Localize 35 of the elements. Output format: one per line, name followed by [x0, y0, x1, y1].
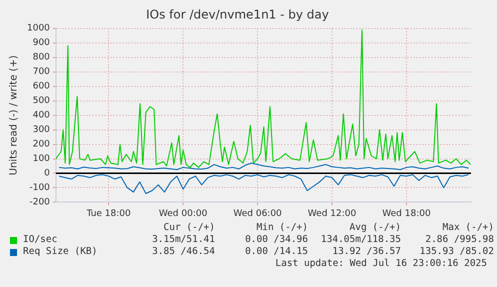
y-tick-label: -100: [29, 183, 50, 194]
y-tick-label: 0: [44, 168, 50, 179]
text: 3.85 /46.54: [151, 246, 215, 258]
text: 134.05m/118.35: [320, 234, 401, 246]
x-tick-label: Wed 00:00: [158, 208, 208, 219]
y-tick-label: 400: [32, 110, 50, 121]
text: Cur (-/+): [162, 222, 215, 234]
text: 2.86 /995.98: [424, 234, 494, 246]
x-tick-label: Tue 18:00: [86, 208, 131, 219]
text: Min (-/+): [256, 222, 308, 234]
text: 13.92 /36.57: [331, 246, 401, 258]
y-tick-label: 500: [32, 96, 50, 106]
text: 0.00 /14.15: [244, 246, 308, 258]
chart-title: IOs for /dev/nvme1n1 - by day: [146, 7, 329, 22]
y-tick-label: 700: [32, 67, 50, 78]
y-tick-label: 200: [32, 140, 50, 150]
text: Avg (-/+): [348, 222, 401, 234]
text: 3.15m/51.41: [151, 234, 215, 246]
y-tick-label: 100: [32, 154, 50, 164]
y-tick-label: -200: [29, 198, 50, 208]
text: 135.93 /85.02: [418, 246, 494, 258]
text: Max (-/+): [442, 222, 494, 234]
y-axis-title: Units read (-) / write (+): [8, 55, 20, 176]
y-tick-label: 600: [32, 82, 50, 92]
y-tick-label: 1000: [27, 24, 50, 34]
text: 0.00 /34.96: [244, 234, 308, 246]
y-tick-label: 800: [32, 52, 50, 63]
legend-label: Req Size (KB): [23, 246, 98, 258]
y-tick-label: 900: [32, 38, 50, 48]
x-tick-label: Wed 12:00: [308, 208, 356, 219]
x-tick-label: Wed 18:00: [382, 208, 431, 219]
x-tick-label: Wed 06:00: [233, 208, 282, 219]
y-tick-label: 300: [32, 125, 50, 136]
legend-label: IO/sec: [23, 234, 58, 246]
text: Last update: Wed Jul 16 23:00:16 2025: [274, 258, 487, 270]
